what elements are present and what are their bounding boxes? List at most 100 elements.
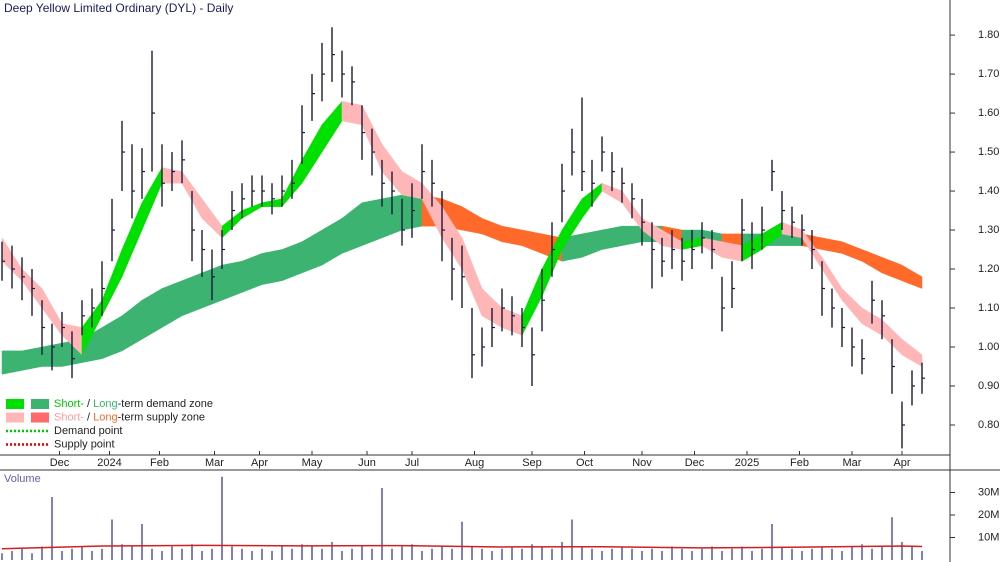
volume-bar (101, 548, 103, 560)
volume-bar (901, 542, 903, 560)
volume-bar (111, 519, 113, 560)
volume-bar (11, 551, 13, 560)
chart-title: Deep Yellow Limited Ordinary (DYL) - Dai… (4, 1, 233, 15)
x-tick-label: Aug (465, 457, 485, 469)
volume-bar (691, 551, 693, 560)
volume-bar (271, 551, 273, 560)
volume-bar (401, 546, 403, 560)
volume-bar (131, 546, 133, 560)
legend-text: Long (93, 411, 117, 423)
legend-text: Demand point (54, 425, 123, 437)
volume-bar (801, 551, 803, 560)
volume-bar (171, 546, 173, 560)
volume-bar (91, 551, 93, 560)
legend-label: Supply point (54, 438, 115, 450)
volume-bar (301, 544, 303, 560)
volume-bar (651, 548, 653, 560)
legend-swatch (31, 399, 49, 409)
long-term-band (1, 350, 23, 375)
volume-bar (441, 546, 443, 560)
volume-bar (341, 551, 343, 560)
volume-bar (251, 551, 253, 560)
volume-bar (821, 546, 823, 560)
volume-bar (231, 546, 233, 560)
volume-bar (761, 548, 763, 560)
x-tick-label: 2024 (97, 457, 121, 469)
y-tick-label: 1.30 (978, 224, 999, 236)
volume-bar (321, 548, 323, 560)
volume-bar (741, 546, 743, 560)
legend-text: Short- (54, 398, 84, 410)
legend-label: Demand point (54, 425, 123, 437)
volume-bar (191, 544, 193, 560)
volume-bar (421, 551, 423, 560)
volume-bar (891, 517, 893, 560)
volume-bar (511, 546, 513, 560)
y-tick-label: 20M (978, 509, 999, 521)
x-tick-label: Apr (251, 457, 268, 469)
y-tick-label: 1.80 (978, 29, 999, 41)
y-tick-label: 1.50 (978, 146, 999, 158)
volume-bar (631, 548, 633, 560)
long-term-band (361, 198, 383, 246)
x-tick-label: Jul (405, 457, 419, 469)
volume-bar (71, 548, 73, 560)
legend-swatch (31, 412, 49, 423)
volume-bar (41, 546, 43, 560)
volume-bar (721, 551, 723, 560)
volume-bar (31, 553, 33, 560)
y-tick-label: 1.70 (978, 68, 999, 80)
x-tick-label: May (302, 457, 323, 469)
volume-bar (581, 546, 583, 560)
volume-bar (701, 548, 703, 560)
volume-bar (151, 548, 153, 560)
volume-average (1, 544, 923, 550)
volume-bar (531, 544, 533, 560)
volume-bar (751, 551, 753, 560)
volume-bar (471, 546, 473, 560)
volume-bar (181, 548, 183, 560)
volume-bar (541, 546, 543, 560)
volume-bar (481, 548, 483, 560)
volume-bar (711, 546, 713, 560)
legend-text: Short- (54, 411, 84, 423)
x-tick-label: Dec (685, 457, 705, 469)
volume-title: Volume (4, 473, 41, 485)
legend-text: / (84, 411, 93, 423)
volume-bar (681, 548, 683, 560)
volume-bar (671, 546, 673, 560)
y-tick-label: 1.40 (978, 185, 999, 197)
y-tick-label: 30M (978, 486, 999, 498)
volume-bar (291, 548, 293, 560)
volume-bar (561, 542, 563, 560)
volume-bar (261, 548, 263, 560)
volume-bar (661, 551, 663, 560)
legend-swatch (6, 399, 24, 409)
volume-bar (591, 548, 593, 560)
y-tick-label: 10M (978, 531, 999, 543)
volume-bar (491, 551, 493, 560)
y-tick-label: 1.60 (978, 107, 999, 119)
x-tick-label: Feb (790, 457, 809, 469)
volume-bar (241, 548, 243, 560)
y-tick-label: 0.90 (978, 380, 999, 392)
x-tick-label: Apr (893, 457, 910, 469)
volume-bar (551, 548, 553, 560)
volume-bar (871, 548, 873, 560)
volume-bar (281, 546, 283, 560)
x-tick-label: Mar (205, 457, 224, 469)
volume-bar (51, 497, 53, 560)
volume-bar (501, 548, 503, 560)
volume-bar (121, 544, 123, 560)
legend-label: Short- / Long-term demand zone (54, 398, 213, 410)
volume-bar (381, 488, 383, 560)
y-tick-label: 1.10 (978, 302, 999, 314)
volume-bar (461, 521, 463, 560)
volume-bar (451, 548, 453, 560)
volume-bar (641, 551, 643, 560)
volume-bar (521, 548, 523, 560)
legend-swatch (6, 412, 24, 423)
y-tick-label: 1.20 (978, 263, 999, 275)
volume-bar (601, 551, 603, 560)
